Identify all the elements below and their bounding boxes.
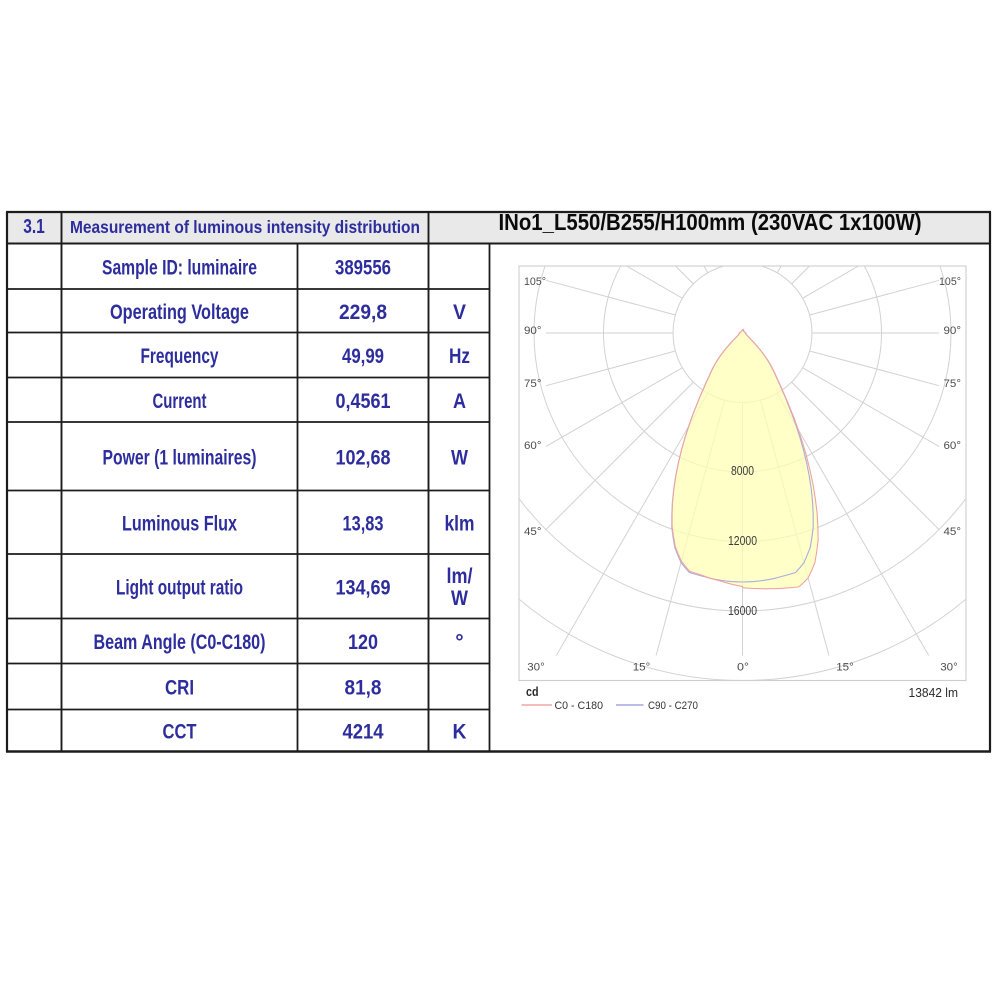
svg-text:0,4561: 0,4561 xyxy=(336,390,391,413)
svg-text:4214: 4214 xyxy=(343,720,384,743)
svg-text:8000: 8000 xyxy=(731,463,754,478)
svg-text:C0 - C180: C0 - C180 xyxy=(555,700,604,712)
svg-text:0°: 0° xyxy=(737,662,749,674)
svg-text:90°: 90° xyxy=(944,325,962,337)
svg-text:30°: 30° xyxy=(527,662,545,674)
svg-text:60°: 60° xyxy=(524,440,542,452)
svg-text:90°: 90° xyxy=(524,325,542,337)
svg-text:°: ° xyxy=(455,631,463,654)
svg-text:13842 lm: 13842 lm xyxy=(909,685,959,700)
svg-text:13,83: 13,83 xyxy=(343,512,384,535)
svg-text:V: V xyxy=(453,301,466,324)
svg-text:Operating Voltage: Operating Voltage xyxy=(110,301,249,324)
svg-text:Measurement of luminous intens: Measurement of luminous intensity distri… xyxy=(70,217,420,237)
svg-text:Frequency: Frequency xyxy=(141,345,219,368)
svg-text:Light output ratio: Light output ratio xyxy=(116,576,243,599)
svg-text:30°: 30° xyxy=(940,662,958,674)
svg-text:75°: 75° xyxy=(944,378,962,390)
svg-text:102,68: 102,68 xyxy=(336,446,391,469)
svg-text:Current: Current xyxy=(153,390,207,413)
svg-text:45°: 45° xyxy=(944,526,962,538)
svg-text:45°: 45° xyxy=(524,526,542,538)
svg-text:CRI: CRI xyxy=(165,677,194,700)
svg-text:49,99: 49,99 xyxy=(342,345,384,368)
svg-text:W: W xyxy=(451,446,468,469)
svg-text:Power (1 luminaires): Power (1 luminaires) xyxy=(103,446,257,469)
svg-text:W: W xyxy=(451,587,468,610)
svg-text:K: K xyxy=(453,720,467,743)
svg-text:229,8: 229,8 xyxy=(339,301,387,324)
svg-text:Luminous Flux: Luminous Flux xyxy=(122,512,237,535)
svg-text:12000: 12000 xyxy=(728,533,757,548)
svg-text:15°: 15° xyxy=(836,662,854,674)
svg-text:CCT: CCT xyxy=(163,720,197,743)
svg-text:60°: 60° xyxy=(944,440,962,452)
svg-text:C90 - C270: C90 - C270 xyxy=(648,700,698,712)
svg-text:3.1: 3.1 xyxy=(23,216,45,238)
svg-text:105°: 105° xyxy=(524,276,546,288)
svg-text:389556: 389556 xyxy=(335,256,391,279)
svg-text:cd: cd xyxy=(526,685,539,699)
svg-text:16000: 16000 xyxy=(728,603,757,618)
svg-text:lm/: lm/ xyxy=(447,565,473,588)
svg-text:Beam Angle (C0-C180): Beam Angle (C0-C180) xyxy=(94,631,266,654)
svg-text:105°: 105° xyxy=(939,276,961,288)
svg-text:A: A xyxy=(453,390,466,413)
svg-text:120: 120 xyxy=(348,631,378,654)
svg-text:81,8: 81,8 xyxy=(345,677,382,700)
svg-text:134,69: 134,69 xyxy=(336,576,391,599)
svg-text:75°: 75° xyxy=(524,378,542,390)
svg-text:Hz: Hz xyxy=(449,345,470,368)
svg-text:Sample ID: luminaire: Sample ID: luminaire xyxy=(102,256,257,279)
svg-text:klm: klm xyxy=(445,512,475,535)
svg-text:INo1_L550/B255/H100mm (230VAC: INo1_L550/B255/H100mm (230VAC 1x100W) xyxy=(499,209,922,235)
svg-text:15°: 15° xyxy=(633,662,651,674)
